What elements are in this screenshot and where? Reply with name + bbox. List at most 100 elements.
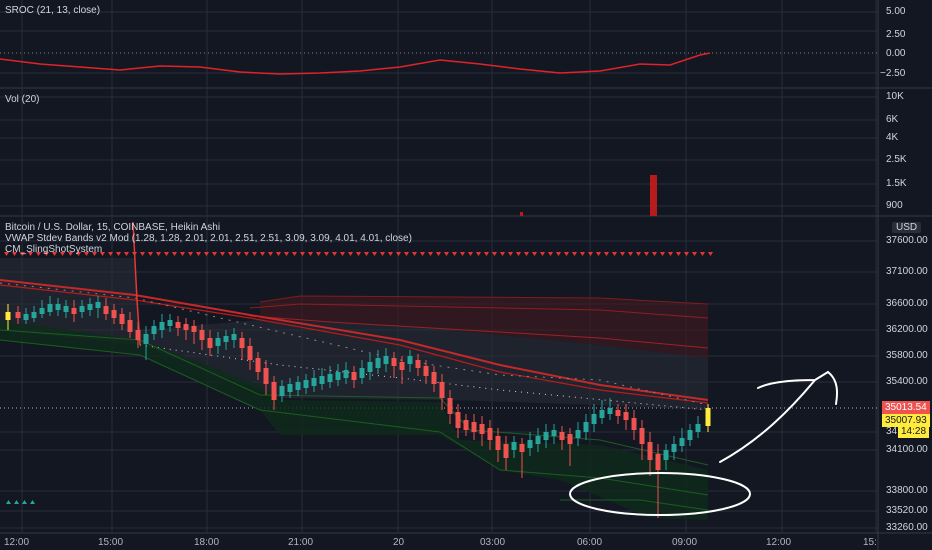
candle-body	[111, 310, 117, 318]
sell-signal-marker	[628, 252, 633, 256]
candle-body	[575, 430, 581, 438]
sell-signal-marker	[412, 252, 417, 256]
time-tick: 12:00	[766, 537, 792, 548]
candle-body	[455, 412, 461, 428]
buy-signal-marker	[30, 500, 35, 504]
candle-body	[167, 320, 173, 326]
sell-signal-marker	[372, 252, 377, 256]
candle-body	[255, 358, 261, 372]
hand-annotation	[569, 370, 838, 516]
currency-badge[interactable]: USD	[892, 222, 922, 233]
candle-body	[135, 330, 141, 340]
candle-body	[687, 430, 693, 440]
candle-body	[519, 444, 525, 452]
sell-signal-marker	[420, 252, 425, 256]
sell-signal-marker	[596, 252, 601, 256]
candle-body	[71, 308, 77, 314]
candle-body	[351, 372, 357, 380]
sell-signal-marker	[508, 252, 513, 256]
sell-signal-marker	[132, 252, 137, 256]
candle-body	[79, 306, 85, 312]
sell-signal-marker	[604, 252, 609, 256]
candle-body	[287, 384, 293, 392]
candle-body	[583, 422, 589, 432]
candle-body	[439, 382, 445, 398]
candle-body	[639, 428, 645, 444]
candle-body	[215, 338, 221, 346]
sell-signal-marker	[332, 252, 337, 256]
sell-signal-marker	[532, 252, 537, 256]
candle-body	[191, 326, 197, 332]
candle-body	[487, 428, 493, 440]
candle-body	[5, 312, 11, 320]
sroc-title: SROC (21, 13, close)	[5, 5, 101, 16]
candle-body	[239, 338, 245, 348]
sell-signal-marker	[236, 252, 241, 256]
sell-signal-marker	[84, 252, 89, 256]
candle-body	[183, 324, 189, 330]
sell-signal-marker	[684, 252, 689, 256]
vol-tick: 900	[886, 200, 903, 211]
price-tick: 37100.00	[886, 266, 928, 277]
sell-signal-marker	[676, 252, 681, 256]
slingshot-indicator-title: CM_SlingShotSystem	[5, 244, 103, 255]
sell-signal-marker	[92, 252, 97, 256]
candle-body	[631, 418, 637, 430]
upper-band-line	[249, 303, 709, 319]
sell-signal-marker	[428, 252, 433, 256]
sell-signal-marker	[588, 252, 593, 256]
candle-body	[607, 408, 613, 414]
candle-body	[151, 326, 157, 334]
upper-band-line	[249, 315, 709, 349]
sell-signal-marker	[348, 252, 353, 256]
volume-bar	[650, 175, 657, 216]
vol-tick: 10K	[886, 91, 904, 102]
time-tick: 18:00	[194, 537, 220, 548]
candle-body	[511, 442, 517, 450]
candle-body	[391, 358, 397, 366]
candle-body	[223, 336, 229, 342]
lower-band-line	[560, 499, 709, 511]
candle-body	[463, 420, 469, 430]
candle-body	[591, 414, 597, 424]
sell-signal-marker	[148, 252, 153, 256]
price-tick: 36600.00	[886, 298, 928, 309]
sell-signal-marker	[524, 252, 529, 256]
candle-body	[623, 412, 629, 420]
sell-signal-marker	[276, 252, 281, 256]
candle-body	[671, 444, 677, 452]
candle-body	[159, 322, 165, 330]
sell-signal-marker	[476, 252, 481, 256]
candle-body	[55, 304, 61, 310]
candle-body	[527, 440, 533, 448]
sell-signal-marker	[548, 252, 553, 256]
time-tick: 03:00	[480, 537, 506, 548]
sell-signal-marker	[652, 252, 657, 256]
candle-body	[103, 306, 109, 314]
sell-signal-marker	[164, 252, 169, 256]
sroc-tick: 0.00	[886, 48, 906, 59]
time-tick: 21:00	[288, 537, 314, 548]
sell-signal-marker	[660, 252, 665, 256]
sell-signal-marker	[116, 252, 121, 256]
candle-body	[295, 382, 301, 390]
candle-body	[311, 378, 317, 386]
price-tick: 34	[886, 426, 898, 437]
sell-signal-marker	[356, 252, 361, 256]
sell-signal-marker	[244, 252, 249, 256]
candle-body	[119, 314, 125, 324]
candle-body	[599, 410, 605, 418]
sell-signal-marker	[100, 252, 105, 256]
time-tick: 06:00	[577, 537, 603, 548]
candle-body	[175, 322, 181, 328]
candle-body	[559, 432, 565, 440]
sell-signal-marker	[436, 252, 441, 256]
candles	[5, 296, 711, 518]
candle-body	[431, 372, 437, 384]
sell-signal-marker	[572, 252, 577, 256]
candle-body	[199, 330, 205, 340]
candle-body	[271, 382, 277, 400]
candle-body	[543, 432, 549, 440]
